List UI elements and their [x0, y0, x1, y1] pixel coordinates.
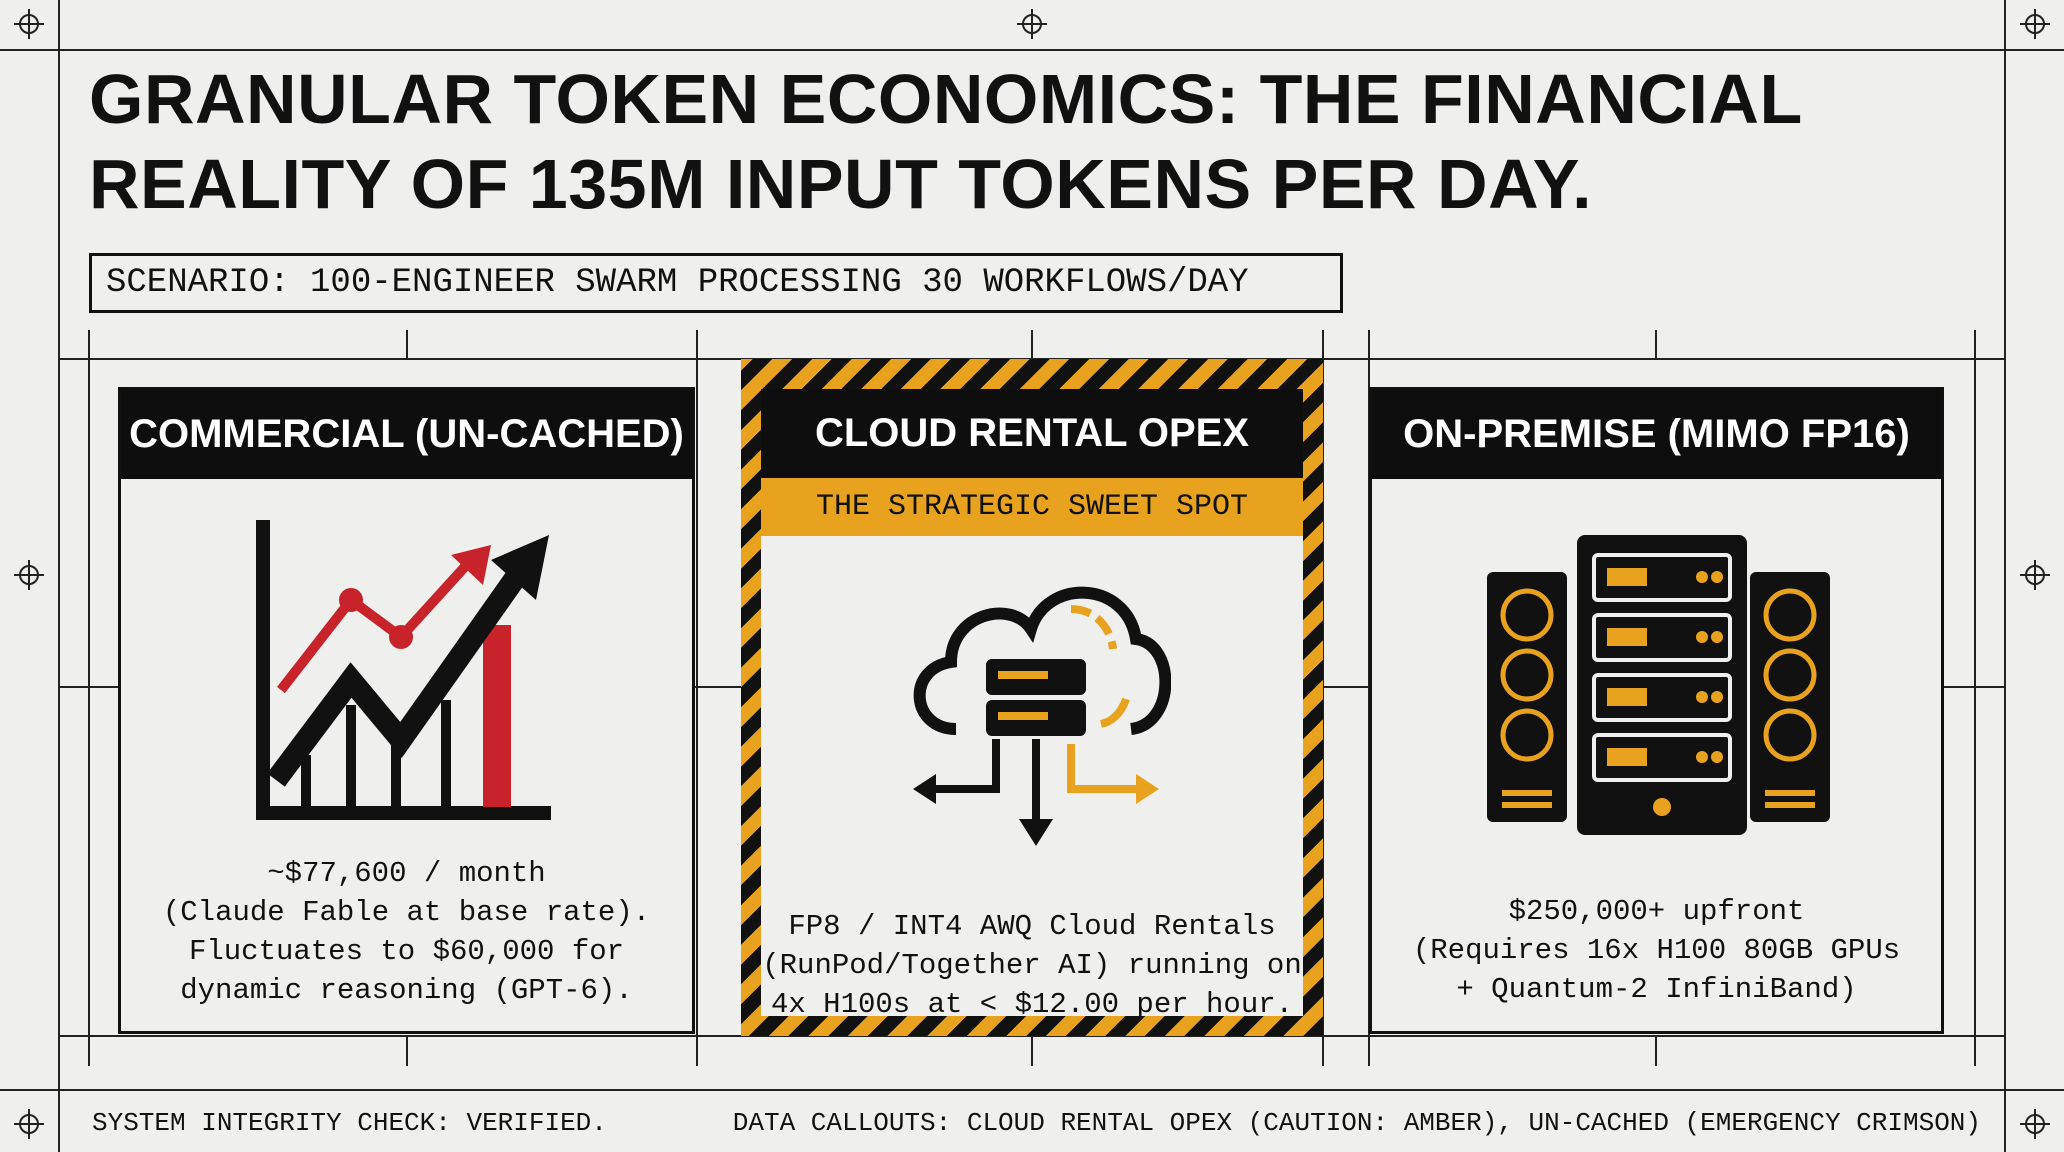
card-subtitle: THE STRATEGIC SWEET SPOT: [761, 478, 1303, 536]
title-line: REALITY OF 135M INPUT TOKENS PER DAY.: [89, 145, 1593, 223]
text-line: (Claude Fable at base rate).: [162, 896, 651, 929]
cloud-icon: [913, 586, 1171, 846]
server-icon: [1487, 535, 1830, 835]
chart-icon: [256, 520, 551, 820]
card-title: ON-PREMISE (MIMO FP16): [1372, 390, 1941, 479]
footer-right: DATA CALLOUTS: CLOUD RENTAL OPEX (CAUTIO…: [732, 1108, 1981, 1138]
card-text: FP8 / INT4 AWQ Cloud Rentals (RunPod/Tog…: [761, 907, 1303, 1024]
text-line: ~$77,600 / month: [267, 857, 546, 890]
text-line: (RunPod/Together AI) running on: [762, 949, 1302, 982]
scenario: SCENARIO: 100-ENGINEER SWARM PROCESSING …: [89, 253, 1343, 313]
card-text: ~$77,600 / month (Claude Fable at base r…: [121, 854, 692, 1010]
card-text: $250,000+ upfront (Requires 16x H100 80G…: [1372, 892, 1941, 1009]
text-line: + Quantum-2 InfiniBand): [1456, 973, 1857, 1006]
footer-left: SYSTEM INTEGRITY CHECK: VERIFIED.: [92, 1108, 607, 1138]
text-line: Fluctuates to $60,000 for: [188, 935, 625, 968]
card: CLOUD RENTAL OPEX THE STRATEGIC SWEET SP…: [761, 389, 1303, 1021]
card: COMMERCIAL (UN-CACHED) ~$77,600 / month …: [118, 387, 695, 1034]
text-line: $250,000+ upfront: [1508, 895, 1805, 928]
card-title: COMMERCIAL (UN-CACHED): [121, 390, 692, 479]
hazard-border: CLOUD RENTAL OPEX THE STRATEGIC SWEET SP…: [741, 359, 1323, 1036]
text-line: FP8 / INT4 AWQ Cloud Rentals: [788, 910, 1276, 943]
text-line: (Requires 16x H100 80GB GPUs: [1412, 934, 1901, 967]
title-line: GRANULAR TOKEN ECONOMICS: THE FINANCIAL: [89, 60, 1803, 138]
card: ON-PREMISE (MIMO FP16) $250,000+ upfront…: [1369, 387, 1944, 1034]
text-line: 4x H100s at < $12.00 per hour.: [770, 988, 1294, 1021]
text-line: dynamic reasoning (GPT-6).: [180, 974, 633, 1007]
card-title: CLOUD RENTAL OPEX: [761, 389, 1303, 478]
